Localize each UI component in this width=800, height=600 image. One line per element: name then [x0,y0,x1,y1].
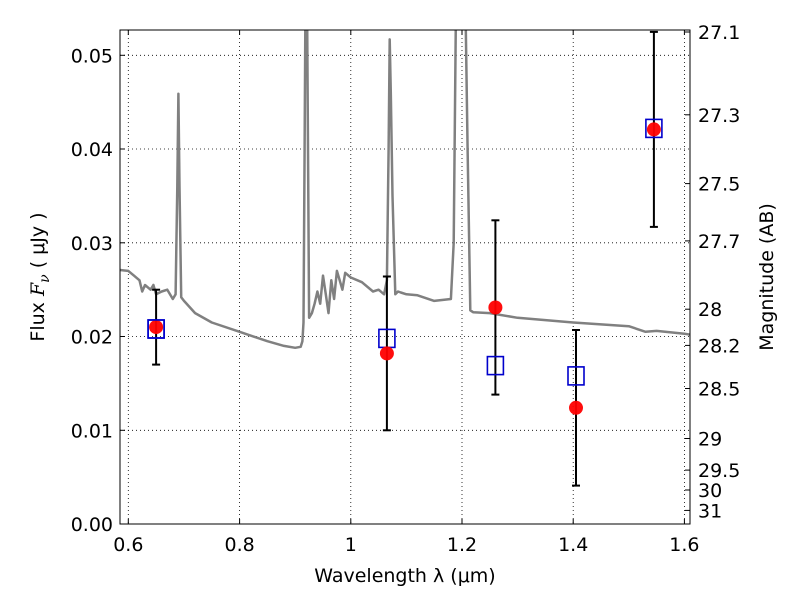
right-tick-label: 29 [698,429,722,451]
x-axis-title: Wavelength λ (μm) [314,565,495,587]
right-tick-label: 27.3 [698,105,740,127]
right-tick-label: 28 [698,299,722,321]
model-square-marker [567,366,585,386]
x-tick-label: 1 [345,534,357,556]
x-tick-label: 0.6 [113,534,143,556]
y-axis-ticks: 0.00 0.01 0.02 0.03 0.04 0.05 [71,45,125,536]
right-tick-label: 27.7 [698,231,740,253]
right-tick-label: 28.5 [698,379,740,401]
x-axis-ticks: 0.6 0.8 1 1.2 1.4 1.6 [113,30,700,556]
x-tick-label: 1.4 [558,534,588,556]
y-tick-label: 0.04 [71,139,113,161]
y-tick-label: 0.02 [71,327,113,349]
y-axis-title-prefix: Flux [27,296,49,342]
spectrum-series [120,30,690,350]
y-tick-label: 0.00 [71,514,113,536]
plot-background [120,30,690,524]
observed-point-marker [379,346,394,361]
right-tick-label: 29.5 [698,460,740,482]
right-tick-label: 28.2 [698,335,740,357]
y-axis-title-subscript: ν [37,274,53,283]
observed-point-marker [149,320,164,335]
model-square-marker [486,355,505,376]
right-axis-title: Magnitude (AB) [756,203,778,351]
x-tick-label: 1.6 [669,534,699,556]
y-axis-title-symbol: F [27,282,49,297]
y-axis-title-suffix: ( μJy ) [27,212,49,274]
y-tick-label: 0.01 [71,420,113,442]
observed-point-marker [646,122,661,137]
right-tick-label: 30 [698,480,722,502]
y-tick-label: 0.03 [71,233,113,255]
markers [147,118,663,415]
x-tick-label: 1.2 [447,534,477,556]
y-tick-label: 0.05 [71,45,113,67]
spectrum-line [120,30,690,350]
right-tick-label: 27.5 [698,174,740,196]
model-square-marker-overlay [147,319,165,339]
plot-frame [119,29,691,525]
y-axis-title: Flux Fν ( μJy ) [27,212,53,341]
right-tick-label: 27.1 [698,22,740,44]
right-tick-label: 31 [698,500,722,522]
observed-point-marker [488,300,503,315]
observed-point-marker [569,400,583,415]
x-tick-label: 0.8 [224,534,254,556]
model-square-marker [645,118,663,139]
